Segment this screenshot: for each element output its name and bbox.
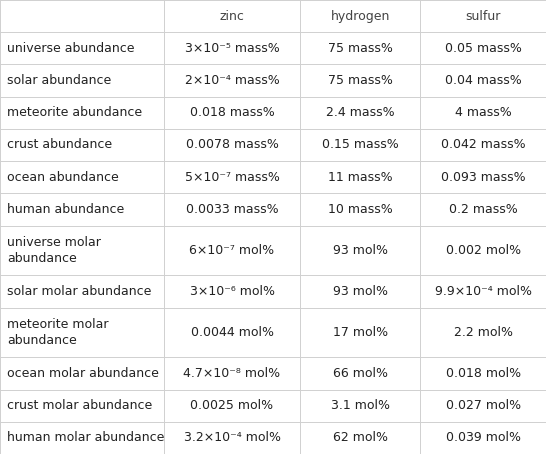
Text: 0.027 mol%: 0.027 mol% (446, 399, 521, 412)
Text: 6×10⁻⁷ mol%: 6×10⁻⁷ mol% (189, 244, 275, 257)
Text: 66 mol%: 66 mol% (333, 367, 388, 380)
Text: sulfur: sulfur (466, 10, 501, 23)
Text: 0.2 mass%: 0.2 mass% (449, 203, 518, 216)
Text: ocean abundance: ocean abundance (7, 171, 119, 184)
Text: 75 mass%: 75 mass% (328, 74, 393, 87)
Text: 2×10⁻⁴ mass%: 2×10⁻⁴ mass% (185, 74, 280, 87)
Text: solar abundance: solar abundance (7, 74, 111, 87)
Text: 75 mass%: 75 mass% (328, 42, 393, 55)
Text: 3.1 mol%: 3.1 mol% (331, 399, 390, 412)
Text: crust abundance: crust abundance (7, 138, 112, 152)
Text: 9.9×10⁻⁴ mol%: 9.9×10⁻⁴ mol% (435, 285, 532, 298)
Text: universe abundance: universe abundance (7, 42, 135, 55)
Text: 4 mass%: 4 mass% (455, 106, 512, 119)
Text: 0.15 mass%: 0.15 mass% (322, 138, 399, 152)
Text: 0.002 mol%: 0.002 mol% (446, 244, 521, 257)
Text: 0.0025 mol%: 0.0025 mol% (191, 399, 274, 412)
Text: crust molar abundance: crust molar abundance (7, 399, 152, 412)
Text: 93 mol%: 93 mol% (333, 285, 388, 298)
Text: 3.2×10⁻⁴ mol%: 3.2×10⁻⁴ mol% (183, 431, 281, 444)
Text: universe molar
abundance: universe molar abundance (7, 236, 101, 265)
Text: 0.093 mass%: 0.093 mass% (441, 171, 525, 184)
Text: 0.05 mass%: 0.05 mass% (445, 42, 521, 55)
Text: 0.0044 mol%: 0.0044 mol% (191, 326, 274, 339)
Text: human abundance: human abundance (7, 203, 124, 216)
Text: human molar abundance: human molar abundance (7, 431, 164, 444)
Text: 5×10⁻⁷ mass%: 5×10⁻⁷ mass% (185, 171, 280, 184)
Text: 0.0078 mass%: 0.0078 mass% (186, 138, 278, 152)
Text: 0.042 mass%: 0.042 mass% (441, 138, 525, 152)
Text: 0.04 mass%: 0.04 mass% (445, 74, 521, 87)
Text: meteorite abundance: meteorite abundance (7, 106, 142, 119)
Text: 3×10⁻⁶ mol%: 3×10⁻⁶ mol% (189, 285, 275, 298)
Text: 2.4 mass%: 2.4 mass% (326, 106, 395, 119)
Text: hydrogen: hydrogen (331, 10, 390, 23)
Text: 0.039 mol%: 0.039 mol% (446, 431, 521, 444)
Text: 0.0033 mass%: 0.0033 mass% (186, 203, 278, 216)
Text: meteorite molar
abundance: meteorite molar abundance (7, 318, 109, 347)
Text: 0.018 mass%: 0.018 mass% (189, 106, 275, 119)
Text: 62 mol%: 62 mol% (333, 431, 388, 444)
Text: 93 mol%: 93 mol% (333, 244, 388, 257)
Text: 10 mass%: 10 mass% (328, 203, 393, 216)
Text: solar molar abundance: solar molar abundance (7, 285, 151, 298)
Text: ocean molar abundance: ocean molar abundance (7, 367, 159, 380)
Text: 4.7×10⁻⁸ mol%: 4.7×10⁻⁸ mol% (183, 367, 281, 380)
Text: 0.018 mol%: 0.018 mol% (446, 367, 521, 380)
Text: 17 mol%: 17 mol% (333, 326, 388, 339)
Text: 11 mass%: 11 mass% (328, 171, 393, 184)
Text: 3×10⁻⁵ mass%: 3×10⁻⁵ mass% (185, 42, 280, 55)
Text: 2.2 mol%: 2.2 mol% (454, 326, 513, 339)
Text: zinc: zinc (219, 10, 245, 23)
